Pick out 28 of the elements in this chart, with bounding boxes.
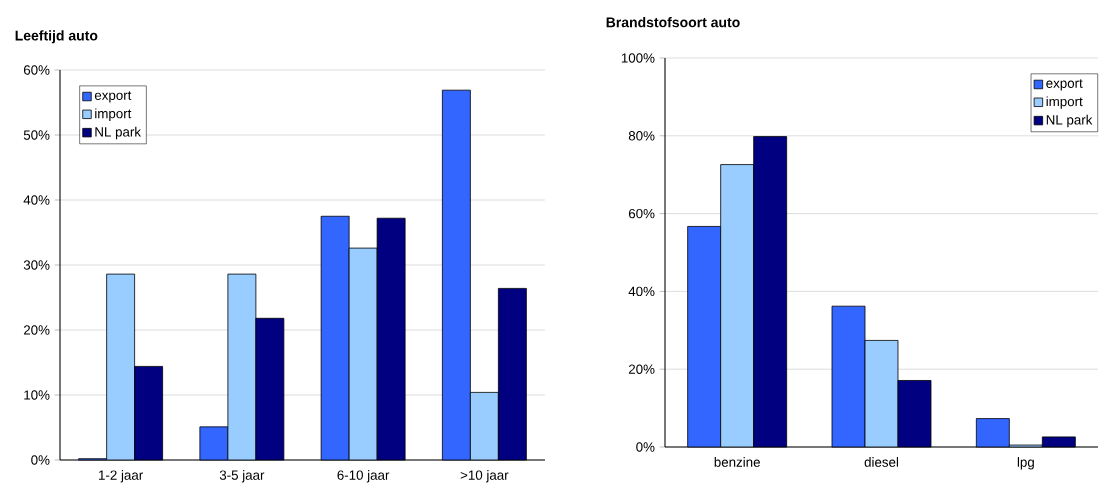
x-tick-label: 3-5 jaar bbox=[219, 470, 265, 483]
legend-label: NL park bbox=[1046, 114, 1093, 128]
x-tick-label: 1-2 jaar bbox=[99, 470, 143, 483]
y-tick-label: 50% bbox=[23, 130, 50, 140]
chart-title: Brandstofsoort auto bbox=[606, 17, 740, 28]
chart-title: Leeftijd auto bbox=[15, 30, 98, 44]
y-tick-label: 40% bbox=[628, 286, 655, 297]
y-tick-label: 0% bbox=[636, 442, 655, 452]
legend-label: export bbox=[94, 91, 132, 103]
x-tick-label: >10 jaar bbox=[460, 470, 509, 483]
x-tick-label: diesel bbox=[864, 457, 899, 467]
y-tick-label: 20% bbox=[628, 364, 655, 374]
legend-label: import bbox=[1046, 96, 1083, 109]
y-tick-label: 60% bbox=[23, 65, 50, 75]
x-tick-label: benzine bbox=[714, 457, 760, 467]
legend-label: NL park bbox=[95, 126, 142, 140]
y-tick-label: 0% bbox=[31, 455, 50, 465]
y-tick-label: 100% bbox=[621, 53, 655, 63]
legend-label: import bbox=[95, 108, 132, 121]
y-tick-label: 60% bbox=[628, 208, 655, 219]
y-tick-label: 80% bbox=[628, 131, 655, 141]
x-tick-label: lpg bbox=[1017, 457, 1034, 470]
y-tick-label: 10% bbox=[24, 390, 50, 400]
legend-label: export bbox=[1046, 79, 1083, 91]
y-tick-label: 40% bbox=[23, 195, 50, 205]
y-tick-label: 30% bbox=[23, 260, 50, 270]
x-tick-label: 6-10 jaar bbox=[337, 470, 390, 483]
y-tick-label: 20% bbox=[23, 325, 50, 335]
